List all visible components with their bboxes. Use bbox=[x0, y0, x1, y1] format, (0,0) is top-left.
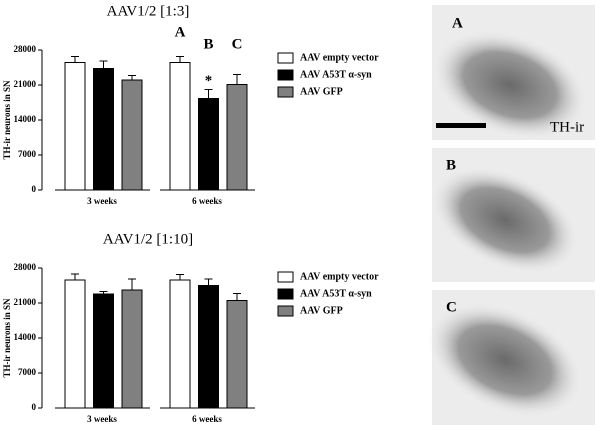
y-tick-label: 7000 bbox=[18, 367, 37, 377]
stain-label: TH-ir bbox=[550, 119, 584, 135]
tissue bbox=[431, 166, 579, 274]
y-axis-label: TH-ir neurons in SN bbox=[2, 298, 12, 377]
y-tick-label: 21000 bbox=[14, 79, 37, 89]
panel-label: C bbox=[446, 299, 457, 315]
legend-label: AAV GFP bbox=[300, 305, 343, 316]
legend-swatch bbox=[277, 288, 294, 300]
annotation: B bbox=[203, 36, 213, 52]
bar bbox=[121, 289, 143, 409]
legend-swatch bbox=[277, 52, 294, 64]
bar bbox=[198, 285, 219, 409]
legend-swatch bbox=[277, 69, 294, 81]
tissue bbox=[432, 30, 588, 140]
y-tick-label: 28000 bbox=[14, 262, 37, 272]
legend-swatch bbox=[277, 305, 294, 317]
bar bbox=[64, 279, 86, 409]
bar bbox=[226, 300, 248, 409]
x-tick-label: 6 weeks bbox=[192, 414, 222, 424]
y-tick-label: 0 bbox=[32, 402, 37, 412]
legend-label: AAV empty vector bbox=[300, 52, 379, 63]
micrographs: A B C TH-ir bbox=[427, 5, 595, 425]
bar bbox=[93, 293, 114, 409]
chart-title: AAV1/2 [1:10] bbox=[103, 231, 193, 247]
y-axis-label: TH-ir neurons in SN bbox=[2, 80, 12, 159]
y-tick-label: 7000 bbox=[18, 149, 37, 159]
y-tick-label: 28000 bbox=[14, 44, 37, 54]
x-tick-label: 3 weeks bbox=[87, 414, 117, 424]
x-tick-label: 3 weeks bbox=[87, 196, 117, 206]
panel-label: B bbox=[446, 157, 456, 173]
legend-label: AAV GFP bbox=[300, 86, 343, 97]
annotation: A bbox=[175, 24, 186, 40]
legend-swatch bbox=[277, 86, 294, 98]
legend-label: AAV A53T α-syn bbox=[300, 288, 372, 299]
legend-label: AAV A53T α-syn bbox=[300, 69, 372, 80]
bar bbox=[169, 62, 191, 191]
chart-title: AAV1/2 [1:3] bbox=[107, 3, 190, 19]
y-tick-label: 21000 bbox=[14, 297, 37, 307]
panel-label: A bbox=[452, 15, 463, 31]
y-tick-label: 14000 bbox=[14, 332, 37, 342]
bar bbox=[226, 84, 248, 191]
bar bbox=[93, 68, 114, 191]
y-tick-label: 0 bbox=[32, 184, 37, 194]
bar bbox=[121, 79, 143, 191]
y-tick-label: 14000 bbox=[14, 114, 37, 124]
annotation: C bbox=[232, 36, 243, 52]
scale-bar bbox=[436, 123, 486, 128]
tissue bbox=[427, 302, 583, 418]
bar bbox=[169, 279, 191, 409]
significance: * bbox=[205, 73, 213, 89]
bar bbox=[198, 98, 219, 191]
x-tick-label: 6 weeks bbox=[192, 196, 222, 206]
legend-label: AAV empty vector bbox=[300, 271, 379, 282]
legend-swatch bbox=[277, 271, 294, 283]
bar bbox=[64, 62, 86, 191]
